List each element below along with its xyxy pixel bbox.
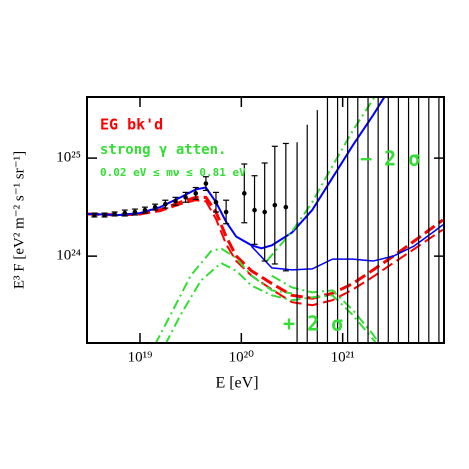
- data-point: [203, 181, 209, 186]
- data-point: [163, 201, 168, 207]
- x-axis-label: E [eV]: [215, 375, 258, 392]
- data-point: [122, 210, 128, 216]
- data-point: [272, 202, 278, 208]
- plot-frame: [86, 96, 445, 344]
- data-point: [92, 212, 97, 218]
- plot-area: [87, 97, 444, 343]
- y-axis-label: E³ F [eV² m⁻² s⁻¹ sr⁻¹]: [11, 151, 27, 289]
- data-point: [152, 204, 158, 210]
- data-point: [193, 191, 199, 196]
- annotation: + 2 σ: [283, 312, 343, 336]
- annotation: strong γ atten.: [100, 142, 226, 158]
- y-tick-label: 10²⁴: [56, 248, 81, 264]
- annotation: − 2 σ: [360, 147, 420, 171]
- x-tick-label: 10²¹: [331, 349, 355, 365]
- data-point: [283, 204, 289, 210]
- annotation: EG bk'd: [100, 116, 163, 134]
- data-point: [102, 212, 107, 218]
- curve: [271, 274, 381, 343]
- curve: [154, 247, 293, 343]
- data-point: [183, 195, 188, 200]
- curve: [265, 97, 377, 262]
- curve: [164, 261, 378, 343]
- x-tick-label: 10¹⁹: [128, 349, 153, 365]
- curve: [87, 195, 444, 300]
- data-point: [132, 209, 138, 215]
- data-point: [242, 191, 247, 196]
- data-point: [142, 207, 148, 213]
- data-point: [223, 209, 229, 215]
- data-point: [262, 209, 267, 215]
- annotation: 0.02 eV ≤ mν ≤ 0.81 eV: [100, 166, 246, 179]
- data-point: [252, 207, 257, 213]
- data-point: [112, 211, 117, 217]
- x-tick-label: 10²⁰: [229, 349, 255, 365]
- curve: [87, 97, 386, 250]
- data-point: [173, 198, 178, 204]
- y-tick-label: 10²⁵: [56, 150, 81, 166]
- data-point: [213, 199, 219, 205]
